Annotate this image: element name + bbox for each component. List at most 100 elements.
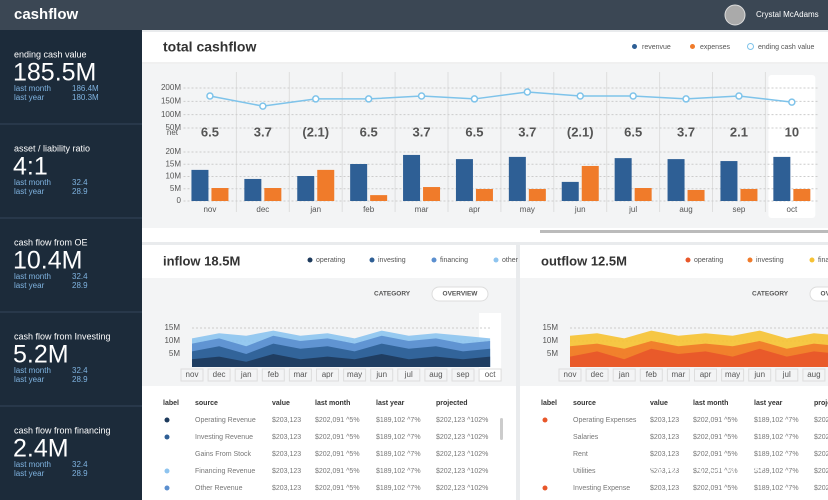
legend-swatch — [431, 257, 437, 263]
card-label: cash flow from OE — [14, 237, 88, 247]
tab-active[interactable] — [809, 286, 828, 302]
bar — [317, 169, 335, 201]
tab[interactable]: OVERVIEW — [443, 291, 479, 298]
table-cell: $202,123 ^102% — [436, 468, 488, 475]
card-row-label: last month — [14, 84, 51, 93]
net-value: 3.7 — [254, 124, 272, 139]
user-name[interactable]: Crystal McAdams — [756, 10, 819, 19]
x-tick-label: sep — [457, 370, 470, 379]
legend-label: investing — [378, 257, 406, 264]
x-tick-cell — [802, 368, 826, 382]
table-cell: $189,102 ^7% — [754, 485, 799, 492]
y2-tick-label: 50M — [165, 123, 181, 132]
bar — [350, 164, 368, 201]
legend-label: operating — [316, 257, 345, 264]
table-cell: $203,123 — [272, 485, 301, 492]
table-cell: $189,102 ^7% — [376, 485, 421, 492]
legend-label: expenses — [700, 44, 730, 51]
table-cell: $202,091 ^5% — [693, 417, 738, 424]
table-cell: $189,102 ^7% — [754, 434, 799, 441]
x-tick-cell — [478, 368, 502, 382]
card-row-label: last month — [14, 272, 51, 281]
tab[interactable]: OVERVIEW — [821, 291, 828, 298]
legend-swatch — [369, 257, 375, 263]
y-tick-label: 5M — [169, 349, 180, 358]
bar — [264, 188, 282, 201]
line-point — [470, 95, 479, 103]
chart-title: total cashflow — [163, 39, 256, 55]
x-tick-label: dec — [591, 370, 604, 379]
net-value: (2.1) — [567, 124, 594, 139]
x-tick-label: jul — [782, 370, 791, 379]
bar — [423, 187, 441, 201]
y-tick-label: 10M — [165, 172, 181, 181]
card-value: 5.2M — [13, 341, 69, 369]
y-tick-label: 15M — [542, 323, 558, 332]
table-header: source — [573, 400, 596, 407]
avatar[interactable] — [724, 4, 746, 26]
bar — [528, 188, 546, 201]
bar — [297, 176, 315, 201]
tab[interactable]: CATEGORY — [752, 291, 789, 298]
legend-label: ending cash value — [758, 44, 815, 51]
scrollbar[interactable] — [540, 230, 828, 233]
y-tick-label: 15M — [165, 159, 181, 168]
x-tick-label: aug — [429, 370, 442, 379]
table-header: label — [163, 400, 179, 407]
table-header: value — [650, 400, 668, 407]
table-cell: $189,102 ^7% — [376, 468, 421, 475]
table-cell: $189,102 ^7% — [376, 417, 421, 424]
area — [570, 348, 828, 367]
x-tick-label: mar — [294, 370, 308, 379]
net-value: 10 — [785, 124, 799, 139]
x-tick-cell — [558, 368, 582, 382]
bar — [475, 188, 493, 201]
x-tick-cell — [424, 368, 448, 382]
bar — [244, 178, 262, 201]
tab[interactable]: CATEGORY — [374, 291, 411, 298]
table-cell: $203,123 — [272, 417, 301, 424]
x-tick-label: apr — [322, 370, 334, 379]
x-tick-label: may — [347, 370, 362, 379]
table-cell: $189,102 ^7% — [754, 468, 799, 475]
legend-swatch — [632, 44, 637, 49]
table-cell: $202,123 ^102% — [814, 451, 828, 458]
tab-active[interactable] — [431, 286, 489, 302]
table-cell: $202,123 ^102% — [814, 417, 828, 424]
bar — [561, 181, 579, 201]
table-cell: $202,091 ^5% — [693, 485, 738, 492]
table-cell: $189,102 ^7% — [754, 417, 799, 424]
x-tick-label: dec — [213, 370, 226, 379]
card-row-value: 32.4 — [72, 272, 88, 281]
x-tick-label: feb — [268, 370, 280, 379]
x-tick-label: feb — [363, 205, 375, 214]
bar — [191, 169, 209, 201]
bar — [581, 165, 599, 201]
bar — [508, 156, 526, 201]
net-value: 6.5 — [624, 124, 642, 139]
bar — [773, 156, 791, 201]
table-scrollbar[interactable] — [500, 418, 503, 440]
card-value: 2.4M — [13, 435, 69, 463]
net-value: 2.1 — [730, 124, 748, 139]
x-tick-cell — [694, 368, 717, 382]
bar — [667, 159, 685, 201]
row-label-dot — [164, 434, 170, 440]
card-row-value: 186.4M — [72, 84, 99, 93]
x-tick-label: oct — [787, 205, 798, 214]
x-tick-cell — [288, 368, 312, 382]
table-cell: Gains From Stock — [195, 451, 252, 458]
row-label-dot — [542, 417, 548, 423]
card-label: asset / liability ratio — [14, 143, 90, 153]
net-value: 3.7 — [677, 124, 695, 139]
table-header: last month — [315, 400, 350, 407]
bar — [211, 188, 229, 201]
table-cell: $202,091 ^5% — [315, 468, 360, 475]
row-label-dot — [542, 485, 548, 491]
bar — [455, 159, 473, 201]
table-cell: $203,123 — [272, 468, 301, 475]
x-tick-cell — [585, 368, 609, 382]
legend-label: operating — [694, 257, 723, 264]
card-value: 4:1 — [13, 153, 48, 181]
x-tick-label: jul — [628, 205, 637, 214]
